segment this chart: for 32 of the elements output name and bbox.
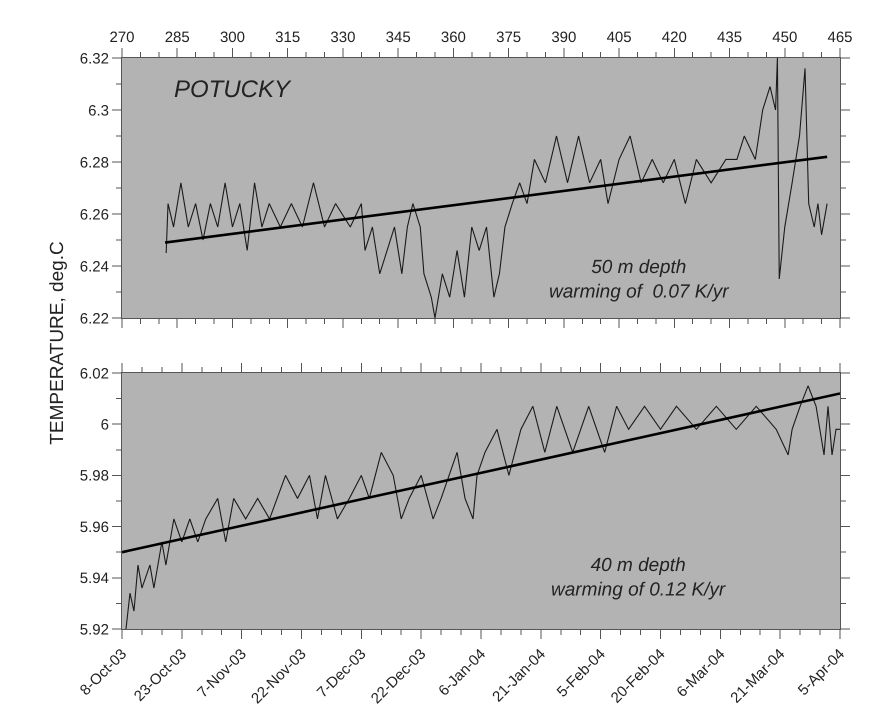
y-tick-label: 6.28 xyxy=(80,154,109,172)
y-tick-label: 5.96 xyxy=(80,518,109,536)
x-tick-label: 330 xyxy=(330,29,356,46)
annotation: POTUCKY xyxy=(174,76,292,103)
y-tick-label: 6.22 xyxy=(80,310,109,328)
x-tick-label: 435 xyxy=(717,29,742,46)
annotation: 50 m depth warming of 0.07 K/yr xyxy=(549,257,730,303)
y-tick-label: 5.94 xyxy=(80,570,109,588)
x-tick-label: 390 xyxy=(551,29,576,46)
x-tick-label: 285 xyxy=(164,29,190,46)
y-tick-label: 5.92 xyxy=(80,621,109,638)
x-tick-label: 450 xyxy=(772,29,798,46)
x-tick-label: 375 xyxy=(496,29,522,46)
y-axis-title: TEMPERATURE, deg.C xyxy=(47,241,69,445)
y-tick-label: 6 xyxy=(100,416,109,434)
y-tick-label: 6.3 xyxy=(88,102,109,120)
y-tick-label: 6.02 xyxy=(80,365,109,382)
x-tick-label: 465 xyxy=(827,29,853,46)
x-tick-label: 405 xyxy=(606,29,632,46)
x-tick-label: 270 xyxy=(109,29,135,46)
x-tick-label: 345 xyxy=(386,29,411,46)
y-tick-label: 5.98 xyxy=(80,468,109,485)
y-tick-label: 6.24 xyxy=(80,258,109,276)
x-tick-label: 315 xyxy=(275,29,300,46)
y-tick-label: 6.32 xyxy=(80,50,109,68)
annotation: 40 m depth warming of 0.12 K/yr xyxy=(551,555,726,601)
x-tick-label: 420 xyxy=(662,29,687,46)
y-tick-label: 6.26 xyxy=(80,206,109,224)
line-series xyxy=(166,58,828,318)
x-tick-label: 300 xyxy=(220,29,245,46)
x-tick-label: 360 xyxy=(440,29,466,46)
line-series xyxy=(125,385,840,629)
